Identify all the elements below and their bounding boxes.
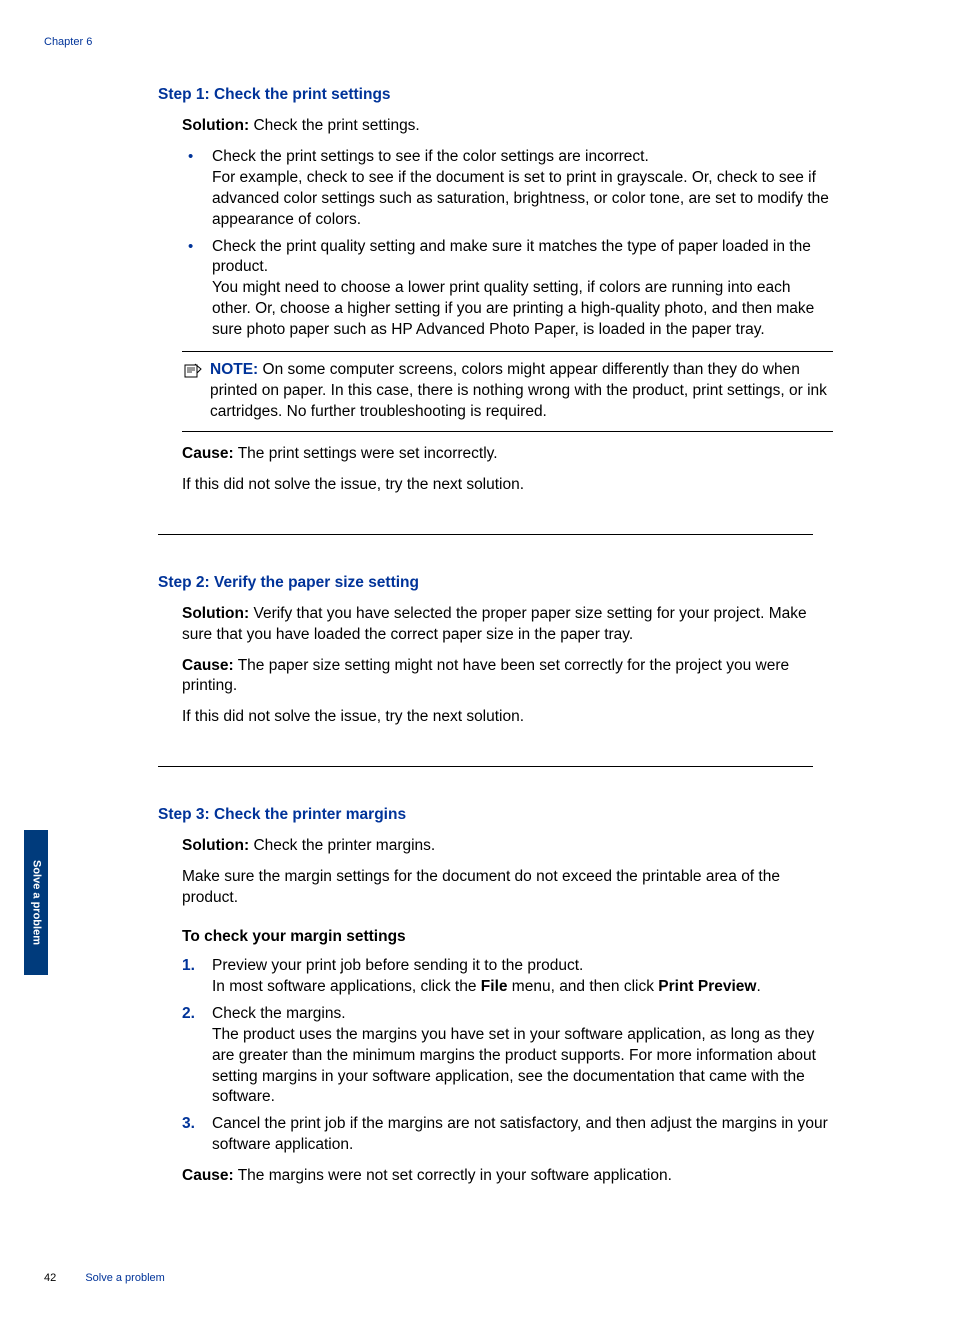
step1-cause: Cause: The print settings were set incor… — [182, 444, 833, 465]
step3-block: Step 3: Check the printer margins Soluti… — [158, 805, 833, 1187]
bullet-text: Check the print settings to see if the c… — [212, 148, 649, 165]
cause-text: The print settings were set incorrectly. — [234, 445, 498, 462]
item-text: Preview your print job before sending it… — [212, 957, 583, 974]
bullet-item: Check the print quality setting and make… — [182, 237, 833, 342]
page-footer: 42 Solve a problem — [44, 1271, 165, 1286]
item-number: 3. — [182, 1114, 195, 1135]
item-text: The product uses the margins you have se… — [212, 1026, 816, 1106]
step1-solution: Solution: Check the print settings. — [182, 116, 833, 137]
step2-block: Step 2: Verify the paper size setting So… — [158, 573, 833, 729]
item-text: In most software applications, click the — [212, 978, 481, 995]
sidebar-tab-text: Solve a problem — [29, 860, 44, 945]
step1-block: Step 1: Check the print settings Solutio… — [158, 85, 833, 496]
main-content: Step 1: Check the print settings Solutio… — [158, 85, 833, 1225]
bullet-text: For example, check to see if the documen… — [212, 169, 829, 228]
solution-label: Solution: — [182, 605, 249, 622]
step3-solution: Solution: Check the printer margins. — [182, 836, 833, 857]
cause-text: The paper size setting might not have be… — [182, 657, 789, 695]
step3-heading: Step 3: Check the printer margins — [158, 805, 833, 826]
divider — [158, 766, 813, 767]
item-number: 1. — [182, 956, 195, 977]
bullet-text: Check the print quality setting and make… — [212, 238, 811, 276]
step3-intro: Make sure the margin settings for the do… — [182, 867, 833, 909]
solution-label: Solution: — [182, 837, 249, 854]
step2-solution: Solution: Verify that you have selected … — [182, 604, 833, 646]
step2-next: If this did not solve the issue, try the… — [182, 707, 833, 728]
item-text: menu, and then click — [508, 978, 659, 995]
bullet-text: You might need to choose a lower print q… — [212, 279, 814, 338]
step1-next: If this did not solve the issue, try the… — [182, 475, 833, 496]
solution-text: Check the print settings. — [249, 117, 420, 134]
step1-body: Solution: Check the print settings. Chec… — [182, 116, 833, 496]
cause-label: Cause: — [182, 657, 234, 674]
cause-label: Cause: — [182, 1167, 234, 1184]
list-item: 1. Preview your print job before sending… — [182, 956, 833, 998]
step2-body: Solution: Verify that you have selected … — [182, 604, 833, 729]
chapter-label: Chapter 6 — [44, 35, 92, 50]
note-icon — [184, 362, 202, 378]
footer-text: Solve a problem — [85, 1272, 165, 1284]
step3-cause: Cause: The margins were not set correctl… — [182, 1166, 833, 1187]
step2-heading: Step 2: Verify the paper size setting — [158, 573, 833, 594]
note-text: On some computer screens, colors might a… — [210, 361, 827, 420]
sidebar-tab: Solve a problem — [24, 830, 48, 975]
step2-cause: Cause: The paper size setting might not … — [182, 656, 833, 698]
check-margins-heading: To check your margin settings — [182, 927, 833, 948]
page-number: 42 — [44, 1272, 56, 1284]
list-item: 2. Check the margins. The product uses t… — [182, 1004, 833, 1109]
bold-preview: Print Preview — [658, 978, 756, 995]
bullet-item: Check the print settings to see if the c… — [182, 147, 833, 231]
item-text: Cancel the print job if the margins are … — [212, 1115, 828, 1153]
step1-bullets: Check the print settings to see if the c… — [182, 147, 833, 341]
solution-label: Solution: — [182, 117, 249, 134]
solution-text: Verify that you have selected the proper… — [182, 605, 807, 643]
step3-numlist: 1. Preview your print job before sending… — [182, 956, 833, 1156]
solution-text: Check the printer margins. — [249, 837, 435, 854]
note-content: NOTE: On some computer screens, colors m… — [182, 360, 833, 423]
cause-text: The margins were not set correctly in yo… — [234, 1167, 672, 1184]
list-item: 3. Cancel the print job if the margins a… — [182, 1114, 833, 1156]
step3-body: Solution: Check the printer margins. Mak… — [182, 836, 833, 1187]
note-box: NOTE: On some computer screens, colors m… — [182, 351, 833, 432]
divider — [158, 534, 813, 535]
note-label: NOTE: — [210, 361, 258, 378]
bold-file: File — [481, 978, 508, 995]
cause-label: Cause: — [182, 445, 234, 462]
item-number: 2. — [182, 1004, 195, 1025]
item-text: . — [757, 978, 761, 995]
item-text: Check the margins. — [212, 1005, 346, 1022]
step1-heading: Step 1: Check the print settings — [158, 85, 833, 106]
